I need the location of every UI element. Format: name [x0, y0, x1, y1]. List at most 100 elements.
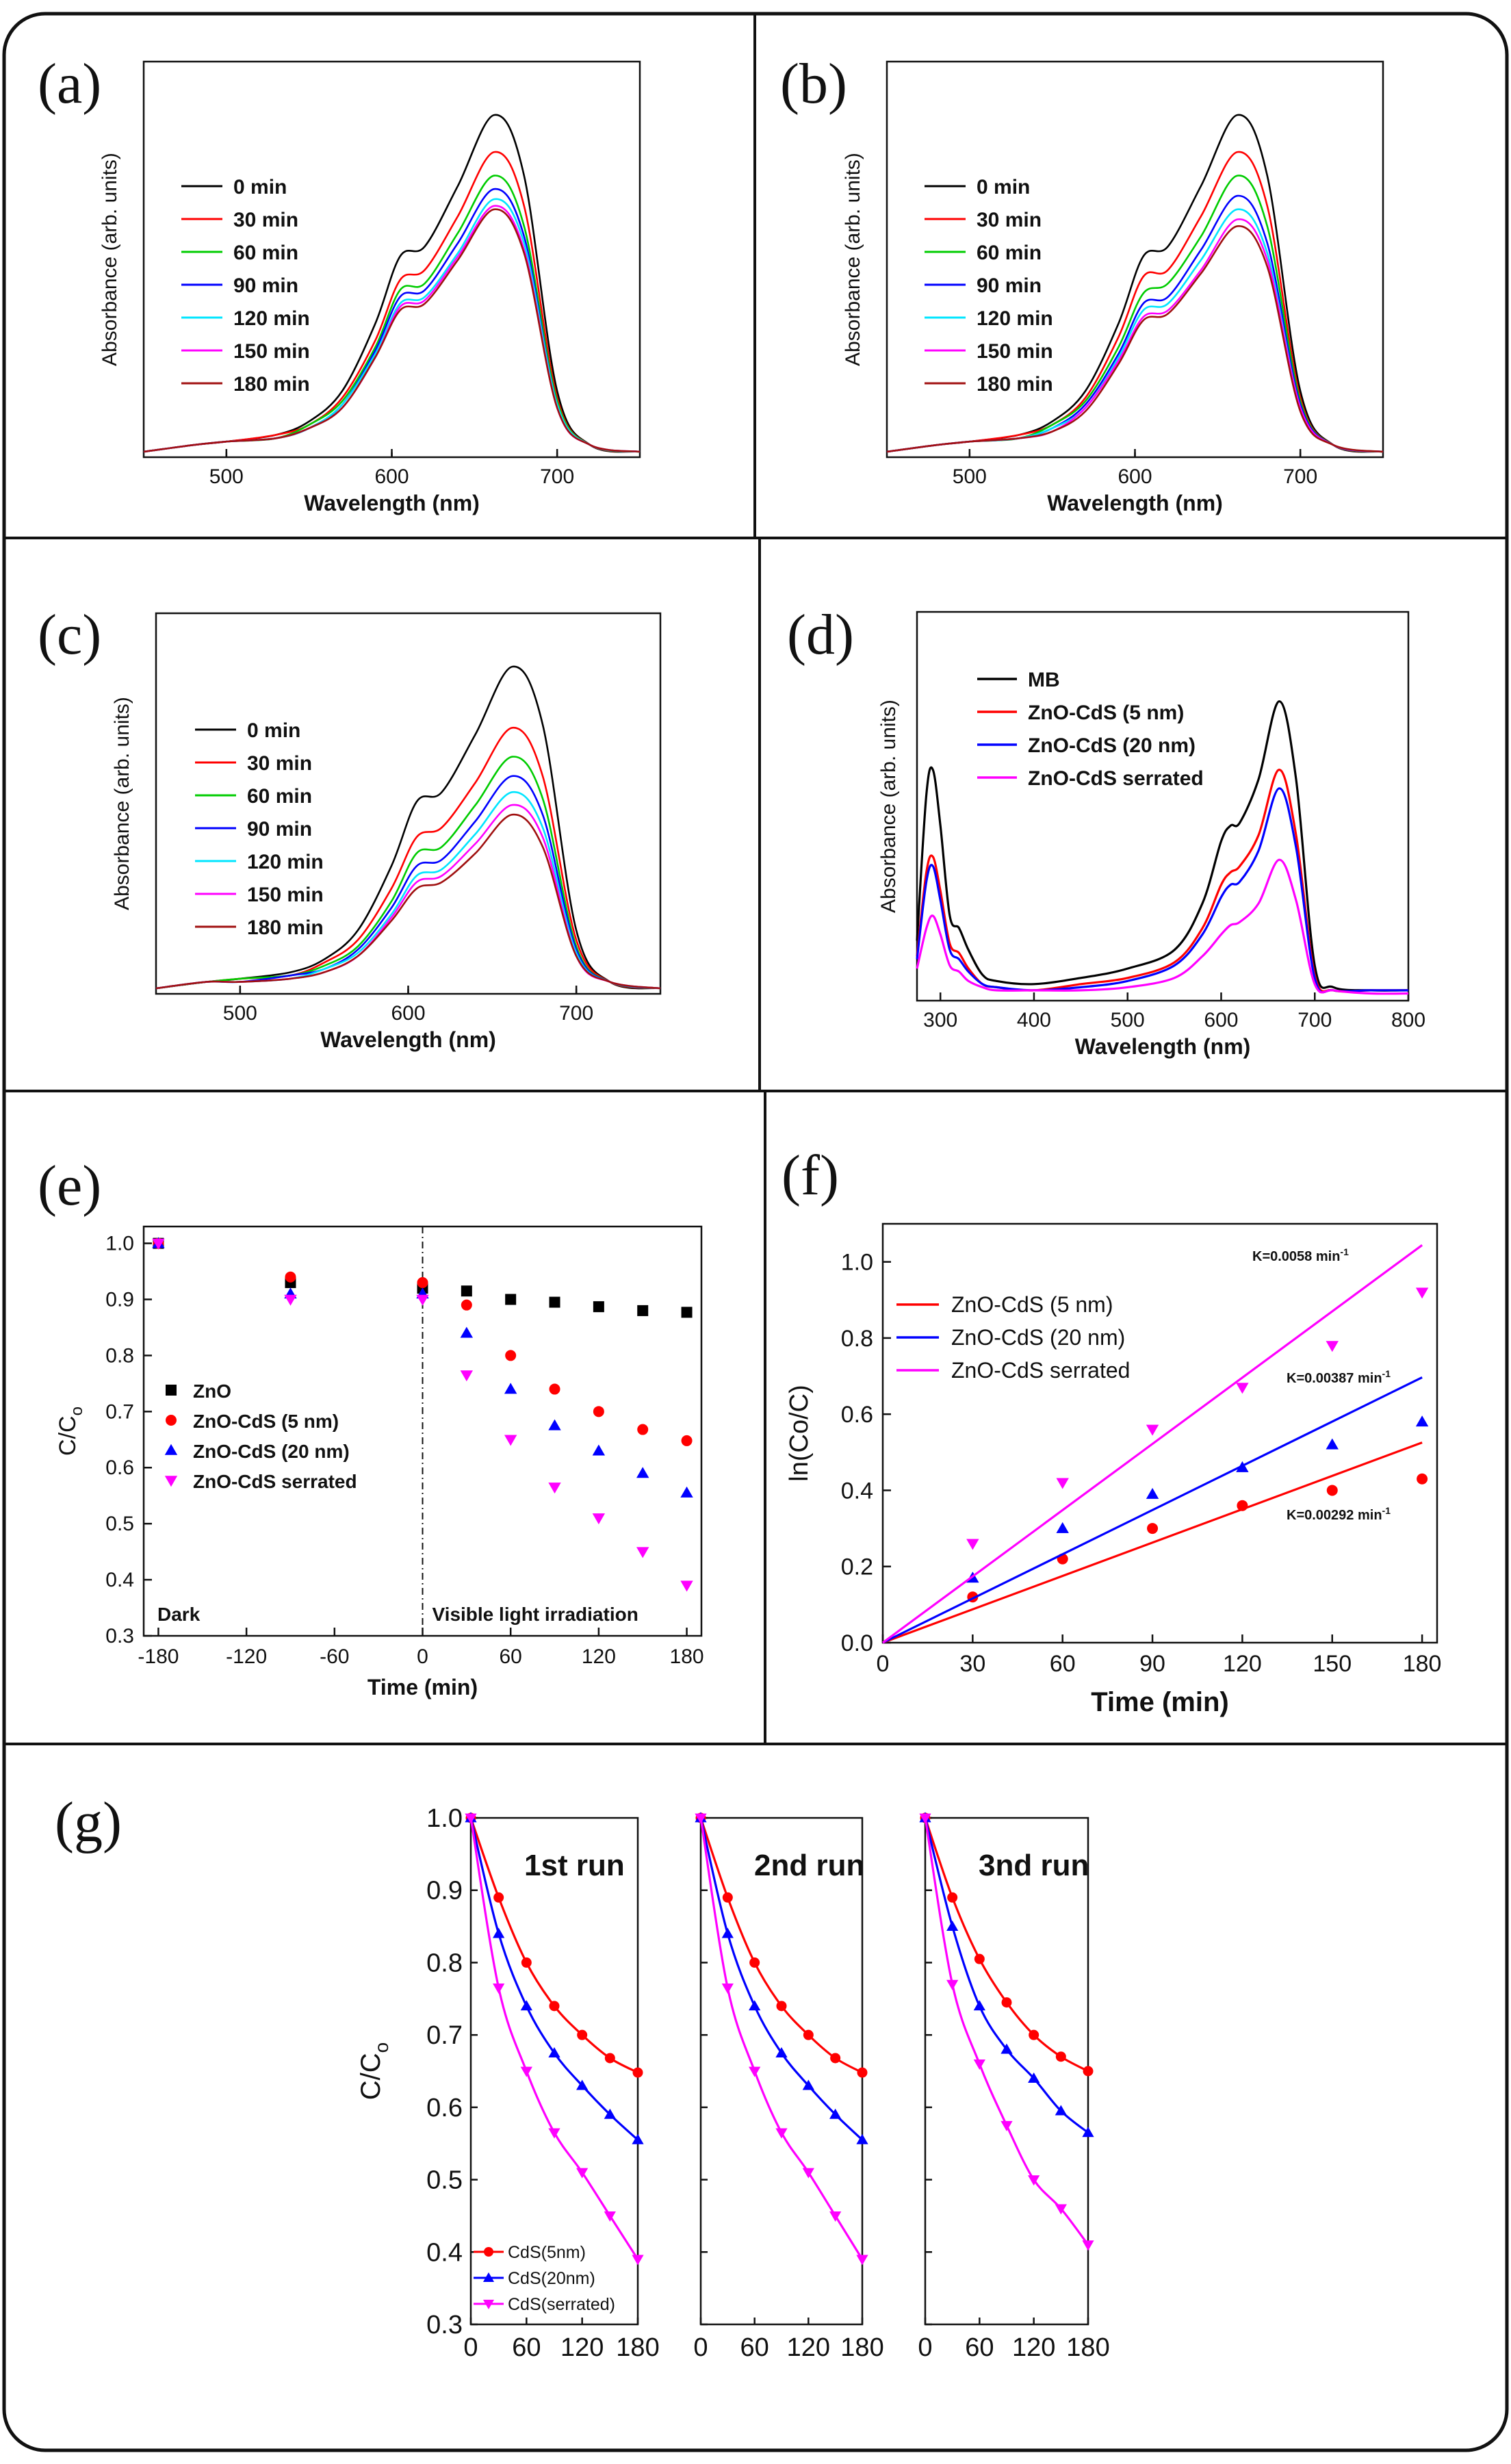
panel-g-xtick-label: 0 — [918, 2333, 932, 2362]
panel-a-xtick-label: 600 — [374, 465, 409, 488]
panel-g-data-point — [1000, 2043, 1013, 2054]
panel-b-series-line — [886, 225, 1384, 453]
panel-g-data-point — [1055, 2204, 1067, 2215]
panel-a-legend-label: 180 min — [233, 373, 310, 396]
panel-g-data-point — [722, 1892, 733, 1903]
panel-g-data-point — [576, 2168, 589, 2179]
panel-e-ytick-label: 0.3 — [105, 1625, 134, 1647]
panel-e-data-point — [680, 1580, 693, 1592]
panel-a-series-line — [143, 151, 641, 453]
panel-e-xtick-label: -180 — [138, 1645, 179, 1668]
panel-a-xtick-label: 500 — [209, 465, 244, 488]
panel-f-data-point — [1236, 1383, 1249, 1394]
panel-f-legend-label: ZnO-CdS serrated — [951, 1358, 1130, 1383]
panel-d-ylabel: Absorbance (arb. units) — [877, 700, 900, 913]
panel-g-run-label: 2nd run — [754, 1849, 864, 1882]
panel-b-legend-label: 180 min — [977, 373, 1053, 396]
panel-g-data-point — [974, 1953, 985, 1964]
panel-b-legend-label: 90 min — [977, 274, 1042, 297]
panel-g-data-point — [1001, 1997, 1012, 2008]
panel-g-data-point — [946, 1979, 959, 1990]
panel-a-xlabel: Wavelength (nm) — [304, 491, 480, 515]
panel-g-data-point — [493, 1892, 504, 1903]
panel-g-data-point — [802, 2079, 814, 2090]
panel-d-series-line — [916, 768, 1408, 993]
panel-e-data-point — [504, 1383, 517, 1394]
panel-g-data-point — [857, 2067, 868, 2078]
panel-e-ytick-label: 0.5 — [105, 1513, 134, 1535]
panel-a-series-line — [143, 208, 641, 453]
panel-g-xtick-label: 0 — [463, 2333, 478, 2362]
panel-f-data-point — [1415, 1415, 1429, 1427]
panel-g-data-point — [776, 2001, 787, 2012]
panel-g-xtick-label: 180 — [1066, 2333, 1109, 2362]
panel-d-legend-label: ZnO-CdS (5 nm) — [1028, 702, 1184, 724]
panel-c-series-line — [155, 775, 661, 990]
panel-g-data-point — [1028, 2072, 1040, 2083]
panel-g-xtick-label: 60 — [740, 2333, 769, 2362]
panel-d-series-line — [916, 787, 1408, 994]
panel-f: (f) 0 30 60 90 120 150 180 0.0 0.2 0.4 0.6 0.8 1.0 Tim… — [782, 1144, 1441, 1717]
panel-e-xtick-label: 0 — [417, 1645, 428, 1668]
panel-f-fit-line — [882, 1244, 1423, 1644]
panel-f-ylabel: ln(Co/C) — [785, 1385, 814, 1481]
panel-e-data-point — [680, 1486, 693, 1498]
panel-g-ytick-label: 0.7 — [426, 2021, 463, 2050]
panel-d-legend-label: ZnO-CdS (20 nm) — [1028, 734, 1196, 757]
panel-a-legend-label: 150 min — [233, 340, 310, 363]
panel-e-data-point — [681, 1307, 693, 1318]
panel-g-data-point — [829, 2108, 842, 2119]
panel-c-legend-label: 30 min — [247, 752, 312, 775]
panel-d-xtick-label: 600 — [1204, 1009, 1238, 1031]
panel-f-data-point — [1415, 1287, 1429, 1299]
panel-f-data-point — [966, 1539, 979, 1550]
panel-f-xtick-label: 30 — [959, 1651, 985, 1677]
panel-e-legend-marker — [164, 1443, 178, 1455]
panel-g-data-point — [465, 1813, 477, 1824]
panel-d: (d) 300 400 500 600 700 800 Wavelength (nm) Abso… — [787, 603, 1425, 1059]
panel-g-data-point — [521, 1957, 532, 1968]
panel-e-legend-label: ZnO-CdS (20 nm) — [193, 1441, 350, 1462]
panel-c-legend-label: 60 min — [247, 785, 312, 808]
panel-g-data-point — [577, 2029, 588, 2040]
panel-c-xtick-label: 700 — [559, 1002, 593, 1025]
panel-f-legend-label: ZnO-CdS (20 nm) — [951, 1325, 1125, 1350]
panel-e: (e) -180 -120 -60 0 60 120 180 0.3 0.4 0.5 0.6 0.7 0.… — [38, 1154, 704, 1699]
panel-e-legend-label: ZnO-CdS serrated — [193, 1471, 357, 1492]
panel-g-legend-marker — [484, 2247, 493, 2257]
panel-g-data-point — [919, 1813, 931, 1824]
panel-d-legend-label: MB — [1028, 669, 1060, 691]
panel-g-xtick-label: 180 — [840, 2333, 883, 2362]
panel-a-legend-label: 120 min — [233, 307, 310, 330]
panel-g-data-point — [749, 2000, 761, 2011]
panel-g-ytick-label: 1.0 — [426, 1804, 463, 1833]
panel-g-series-line — [924, 1817, 1089, 2134]
panel-a-legend-label: 60 min — [233, 242, 298, 264]
panel-g-ytick-label: 0.9 — [426, 1877, 463, 1905]
panel-b-legend-label: 60 min — [977, 242, 1042, 264]
panel-c-xtick-label: 600 — [391, 1002, 425, 1025]
panel-f-ytick-label: 1.0 — [841, 1250, 873, 1276]
panel-g-xtick-label: 60 — [512, 2333, 541, 2362]
panel-g-series-line — [699, 1817, 864, 2141]
panel-a-legend-label: 30 min — [233, 209, 298, 231]
panel-g-xtick-label: 120 — [787, 2333, 830, 2362]
panel-c-legend-label: 150 min — [247, 884, 324, 906]
panel-g-data-point — [721, 1984, 734, 1994]
panel-g-data-point — [1000, 2120, 1013, 2131]
panel-e-legend-marker — [166, 1385, 177, 1396]
panel-b-series-line — [886, 151, 1384, 453]
panel-e-data-point — [460, 1326, 474, 1338]
panel-g-label: (g) — [55, 1791, 122, 1854]
panel-g-data-point — [973, 2059, 985, 2070]
panel-e-data-point — [284, 1294, 297, 1306]
panel-e-xtick-label: 60 — [499, 1645, 521, 1668]
panel-g-data-point — [1029, 2029, 1039, 2040]
panel-g-data-point — [1082, 2127, 1094, 2138]
panel-f-ytick-label: 0.6 — [841, 1402, 873, 1428]
panel-e-data-point — [417, 1276, 428, 1288]
panel-g-data-point — [1055, 2051, 1066, 2062]
panel-f-xlabel: Time (min) — [1091, 1687, 1229, 1717]
panel-e-xtick-label: -120 — [226, 1645, 267, 1668]
